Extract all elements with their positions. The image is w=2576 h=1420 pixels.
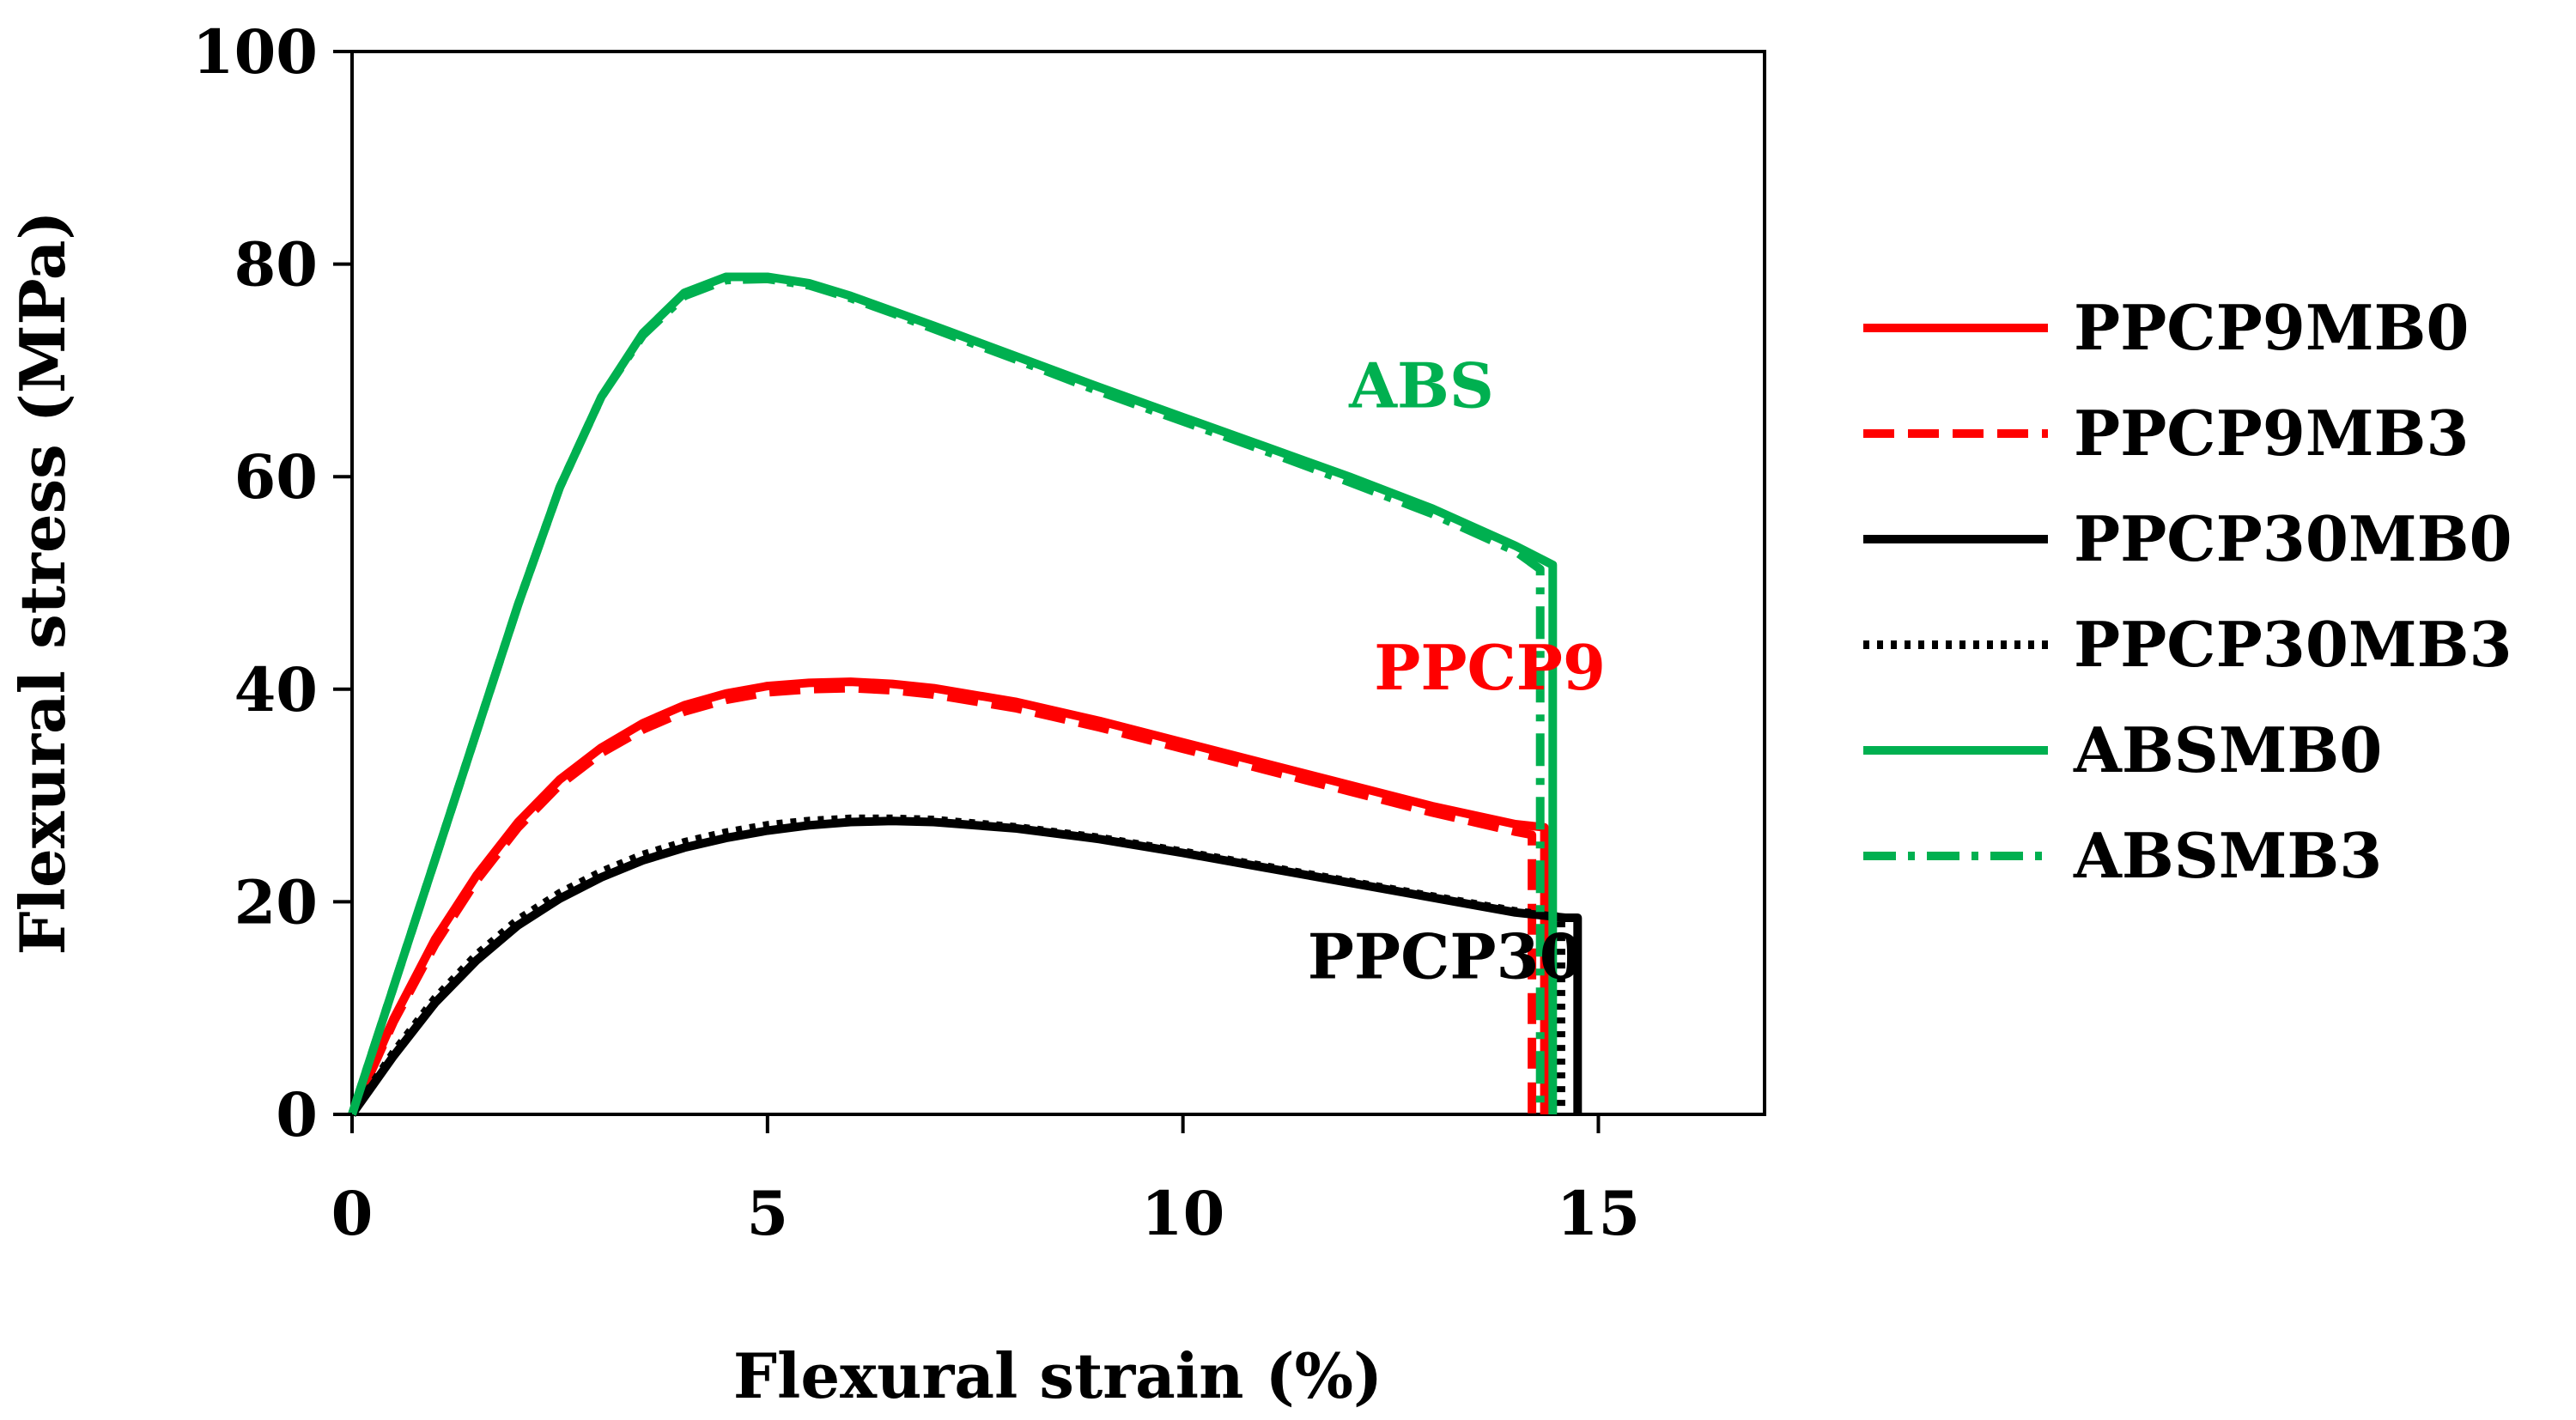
x-tick-label: 0 (331, 1178, 374, 1249)
annotation-ppcp9: PPCP9 (1374, 631, 1606, 704)
legend: PPCP9MB0 PPCP9MB3 PPCP30MB0 PPCP30MB3 ABSMB0… (1863, 291, 2512, 892)
y-tick-label: 0 (276, 1079, 318, 1150)
series-line-ppcp9mb0 (348, 677, 1549, 1116)
series-line-absmb3 (348, 274, 1545, 1116)
annotation-abs: ABS (1348, 349, 1494, 422)
y-tick-label: 100 (192, 16, 318, 88)
y-tick-label: 20 (234, 866, 318, 938)
legend-label-ppcp30mb3: PPCP30MB3 (2074, 608, 2512, 681)
series-line-ppcp30mb3 (348, 814, 1565, 1117)
x-tick-label: 10 (1141, 1178, 1224, 1249)
legend-label-ppcp30mb0: PPCP30MB0 (2074, 502, 2512, 575)
plot-frame (350, 50, 1766, 1116)
y-axis-title: Flexural stress (MPa) (6, 211, 79, 956)
legend-label-absmb3: ABSMB3 (2073, 819, 2382, 892)
x-tick-label: 15 (1557, 1178, 1640, 1249)
legend-label-ppcp9mb3: PPCP9MB3 (2074, 397, 2469, 470)
y-tick-label: 60 (234, 441, 318, 513)
legend-label-absmb0: ABSMB0 (2073, 713, 2382, 786)
series-annotations: ABS PPCP9 PPCP30 (1308, 349, 1606, 993)
y-tick-label: 80 (234, 229, 318, 300)
x-tick-label: 5 (746, 1178, 788, 1249)
x-axis-ticks: 0 5 10 15 (331, 1114, 1640, 1249)
annotation-ppcp30: PPCP30 (1308, 920, 1583, 993)
series-line-ppcp9mb3 (348, 683, 1537, 1117)
y-axis-ticks: 0 20 40 60 80 100 (192, 16, 352, 1150)
series-curves (348, 272, 1583, 1117)
y-tick-label: 40 (234, 654, 318, 725)
legend-label-ppcp9mb0: PPCP9MB0 (2074, 291, 2469, 364)
x-axis-title: Flexural strain (%) (733, 1339, 1382, 1412)
